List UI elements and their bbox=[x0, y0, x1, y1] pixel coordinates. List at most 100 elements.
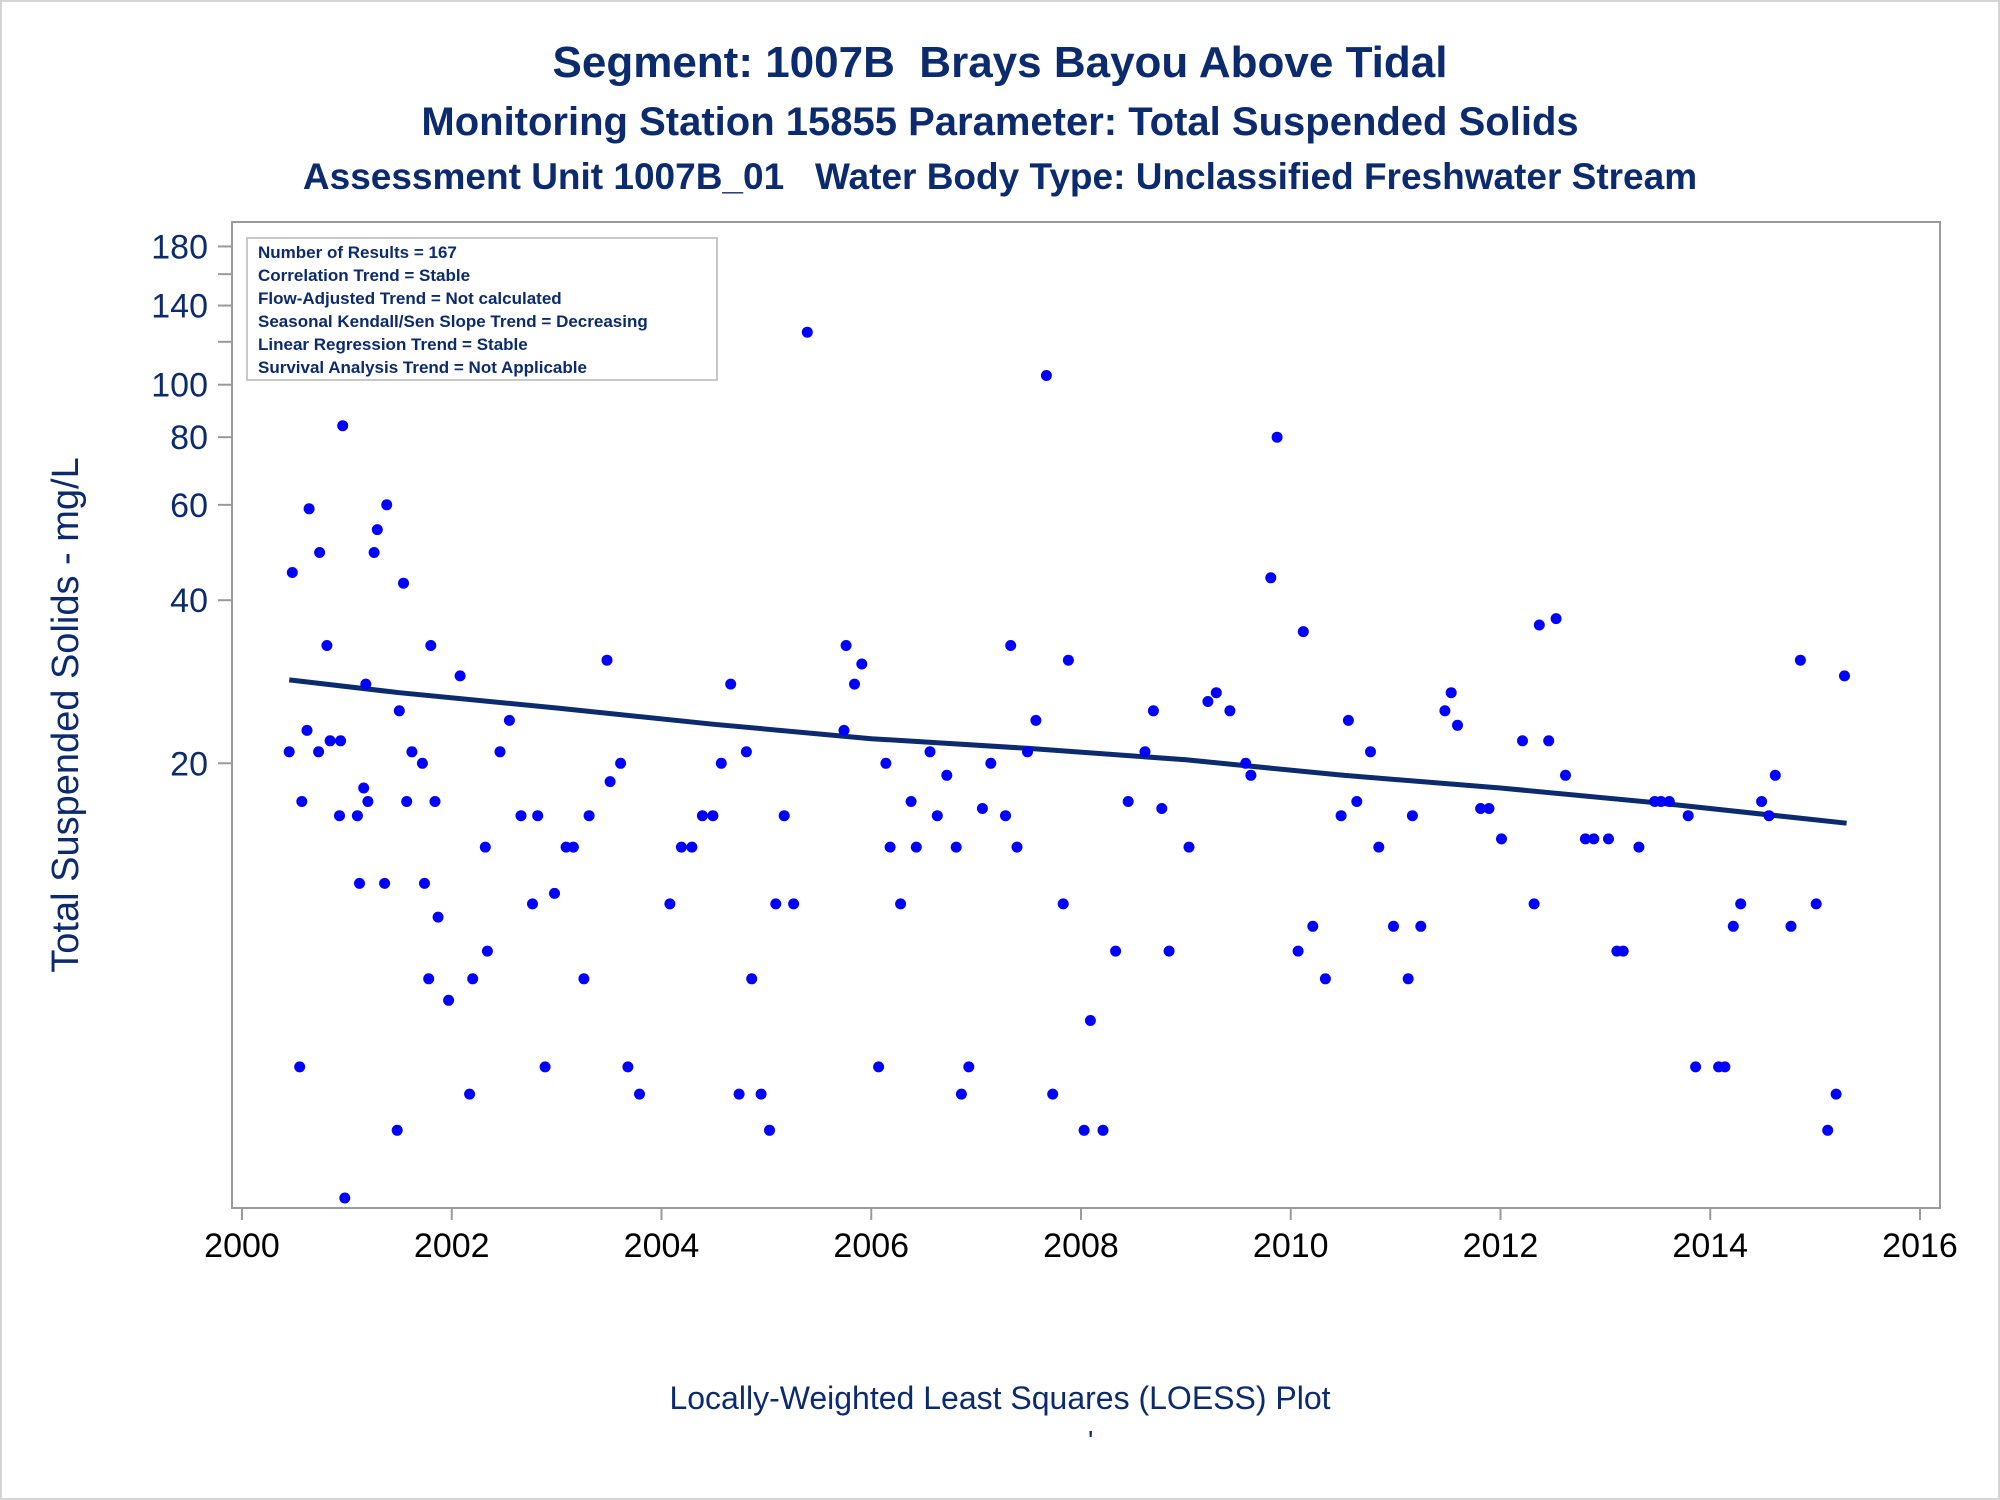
data-point bbox=[303, 503, 315, 515]
data-point bbox=[849, 678, 860, 690]
y-tick-label: 100 bbox=[151, 367, 208, 405]
stats-box bbox=[246, 237, 718, 381]
y-tick-label: 180 bbox=[151, 228, 208, 266]
data-point bbox=[1097, 1124, 1109, 1136]
data-point bbox=[398, 577, 409, 589]
data-point bbox=[578, 973, 590, 985]
data-point bbox=[532, 810, 544, 822]
caption-mark: ' bbox=[1088, 1425, 1094, 1456]
data-point bbox=[1388, 920, 1399, 932]
data-point bbox=[740, 746, 752, 758]
data-point bbox=[334, 810, 345, 822]
data-point bbox=[362, 796, 374, 807]
y-tick-label: 80 bbox=[170, 419, 208, 457]
y-tick-label: 20 bbox=[170, 745, 208, 783]
data-point bbox=[615, 757, 627, 769]
plot-caption: Locally-Weighted Least Squares (LOESS) P… bbox=[669, 1380, 1331, 1416]
data-point bbox=[976, 803, 988, 814]
data-point bbox=[360, 678, 372, 690]
x-tick-label: 2006 bbox=[833, 1227, 909, 1265]
data-point bbox=[1000, 810, 1011, 822]
data-point bbox=[313, 746, 325, 758]
data-point bbox=[1617, 945, 1629, 957]
data-point bbox=[1439, 705, 1451, 717]
data-point bbox=[286, 567, 298, 578]
data-point bbox=[884, 841, 896, 853]
data-point bbox=[963, 1061, 975, 1073]
data-point bbox=[467, 973, 479, 985]
data-point bbox=[746, 973, 758, 985]
data-point bbox=[1756, 796, 1768, 807]
data-point bbox=[1265, 572, 1277, 584]
data-point bbox=[910, 841, 922, 853]
x-tick-label: 2002 bbox=[414, 1227, 490, 1265]
data-point bbox=[432, 911, 444, 923]
data-point bbox=[429, 796, 441, 807]
data-point bbox=[1785, 920, 1797, 932]
data-point bbox=[1406, 810, 1418, 822]
data-point bbox=[1011, 841, 1023, 853]
data-point bbox=[1483, 803, 1495, 814]
data-point bbox=[770, 898, 782, 910]
data-point bbox=[296, 796, 308, 807]
data-point bbox=[1110, 945, 1122, 957]
stats-line: Correlation Trend = Stable bbox=[258, 266, 470, 285]
data-point bbox=[419, 877, 430, 889]
data-point bbox=[381, 499, 393, 511]
data-point bbox=[1603, 833, 1614, 845]
data-point bbox=[715, 757, 727, 769]
data-point bbox=[1822, 1124, 1834, 1136]
data-point bbox=[1057, 898, 1069, 910]
x-tick-label: 2010 bbox=[1253, 1227, 1329, 1265]
data-point bbox=[515, 810, 527, 822]
data-point bbox=[788, 898, 800, 910]
data-point bbox=[1415, 920, 1427, 932]
plot-area-frame bbox=[231, 221, 1941, 1209]
data-point bbox=[1156, 803, 1168, 814]
data-point bbox=[1452, 719, 1463, 731]
data-point bbox=[985, 757, 997, 769]
data-point bbox=[423, 973, 435, 985]
data-point bbox=[873, 1061, 885, 1073]
data-point bbox=[725, 678, 737, 690]
data-point bbox=[321, 640, 333, 651]
data-point bbox=[1445, 687, 1457, 699]
stats-line: Seasonal Kendall/Sen Slope Trend = Decre… bbox=[258, 312, 648, 331]
data-point bbox=[1030, 714, 1042, 726]
chart-title: Segment: 1007B Brays Bayou Above Tidal bbox=[552, 38, 1448, 87]
data-point bbox=[314, 547, 326, 558]
data-point bbox=[527, 898, 538, 910]
data-point bbox=[1794, 654, 1806, 666]
data-point bbox=[905, 796, 917, 807]
stats-line: Linear Regression Trend = Stable bbox=[258, 335, 528, 354]
data-point bbox=[840, 640, 852, 651]
data-point bbox=[1727, 920, 1739, 932]
data-point bbox=[335, 735, 347, 747]
data-point bbox=[371, 524, 383, 536]
data-point bbox=[1663, 796, 1675, 807]
data-point bbox=[1517, 735, 1528, 747]
y-tick-label: 40 bbox=[170, 582, 208, 620]
data-point bbox=[686, 841, 698, 853]
data-point bbox=[1147, 705, 1159, 717]
stats-line: Flow-Adjusted Trend = Not calculated bbox=[258, 289, 562, 308]
x-tick-label: 2004 bbox=[624, 1227, 700, 1265]
data-point bbox=[1543, 735, 1555, 747]
data-point bbox=[1183, 841, 1195, 853]
data-point bbox=[707, 810, 719, 822]
data-point bbox=[583, 810, 595, 822]
data-point bbox=[1763, 810, 1775, 822]
data-point bbox=[464, 1088, 476, 1100]
data-point bbox=[764, 1124, 775, 1136]
data-point bbox=[1682, 810, 1694, 822]
data-point bbox=[1210, 687, 1222, 699]
data-point bbox=[401, 796, 413, 807]
data-point bbox=[567, 841, 579, 853]
data-point bbox=[1588, 833, 1600, 845]
data-point bbox=[1839, 670, 1850, 682]
chart-subtitle-station: Monitoring Station 15855 Parameter: Tota… bbox=[421, 100, 1579, 144]
data-point bbox=[1496, 833, 1507, 845]
x-tick-label: 2008 bbox=[1043, 1227, 1119, 1265]
data-point bbox=[941, 769, 953, 781]
